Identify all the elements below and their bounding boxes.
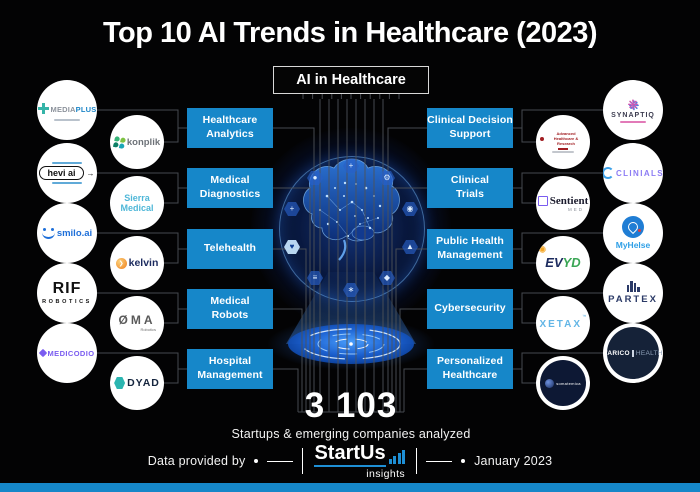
medical-cross-icon: +	[343, 159, 359, 173]
logo-myhelse: MyHelse	[603, 203, 663, 263]
logo-partex: PARTEX	[603, 263, 663, 323]
trend-box-hospital-management: Hospital Management	[187, 349, 273, 389]
teal-cross-icon	[37, 102, 49, 114]
tagline-bar	[54, 119, 80, 121]
brain-graphic	[303, 158, 400, 261]
dark-disc: VARICO HEALTH	[603, 327, 662, 379]
purple-diamond-icon	[38, 348, 47, 358]
gear-icon: ⚙	[379, 171, 395, 185]
purple-square-icon	[537, 195, 548, 206]
logo-advanced-healthcare-research: Advanced Healthcare & Research	[536, 115, 590, 169]
trend-box-healthcare-analytics: Healthcare Analytics	[187, 108, 273, 148]
hex-glyph: ●	[312, 173, 318, 182]
divider-bar	[302, 448, 304, 474]
badge-label: AI in Healthcare	[296, 72, 406, 88]
logo-varico-health: VARICO HEALTH	[603, 323, 663, 383]
brand-sub-wordmark: insights	[366, 467, 406, 480]
hex-glyph: ▲	[406, 242, 414, 251]
dotted-globe-icon	[545, 378, 555, 388]
bar-cube-icon	[626, 281, 640, 292]
stats-block: 3 103 Startups & emerging companies anal…	[176, 388, 526, 441]
center-badge: AI in Healthcare	[273, 66, 429, 94]
pink-tagline-bar	[620, 120, 646, 123]
startus-insights-logo: StartUs insights	[314, 443, 406, 480]
hex-glyph: ⚙	[383, 173, 391, 182]
teal-hexagon-icon	[114, 377, 126, 389]
hex-glyph: ♥	[289, 242, 295, 251]
list-icon: ≡	[307, 271, 323, 285]
logo-sentient-med: Sentient MED	[536, 176, 590, 230]
footer: Data provided by StartUs insights Januar…	[0, 443, 700, 480]
hex-glyph: +	[289, 204, 295, 213]
logo-sierra-medical: Sierra Medical	[110, 176, 164, 230]
target-icon: ◉	[402, 202, 418, 216]
star-flower-icon: ❋	[627, 96, 639, 112]
heart-icon: ♥	[284, 240, 300, 254]
trend-box-personalized-healthcare: Personalized Healthcare	[427, 349, 513, 389]
orange-play-icon: ❯	[115, 257, 127, 269]
divider-line	[267, 460, 294, 462]
divider-line	[426, 460, 453, 462]
triangle-icon: ▲	[402, 240, 418, 254]
footer-prefix: Data provided by	[147, 454, 246, 468]
logo-somatemica: somatemica	[536, 356, 590, 410]
logo-clinials: CLINIALS	[603, 143, 663, 203]
pinwheel-icon	[112, 135, 126, 149]
sunburst-icon: ✺	[538, 245, 547, 256]
bar-chart-icon	[388, 449, 406, 464]
logo-xetax: XETAX™	[536, 296, 590, 350]
trend-box-clinical-decision-support: Clinical Decision Support	[427, 108, 513, 148]
red-figure-icon	[540, 136, 544, 141]
logo-smilo-ai: smilo.ai	[37, 203, 97, 263]
bullet-icon	[461, 459, 466, 463]
logo-hevi-ai: hevi ai →	[37, 143, 97, 203]
logo-rif-robotics: RIF ROBOTICS	[37, 263, 97, 323]
small-square-icon	[631, 349, 634, 357]
trend-box-cybersecurity: Cybersecurity	[427, 289, 513, 329]
blue-c-ring-icon	[603, 167, 614, 179]
water-drop-icon	[622, 216, 644, 238]
asterisk-icon: ∗	[343, 283, 359, 297]
logo-evyd: ✺ EVYD	[536, 236, 590, 290]
hex-glyph: ∗	[347, 285, 355, 294]
startup-count: 3 103	[304, 386, 398, 425]
logo-konplik: konplik	[110, 115, 164, 169]
arrow-icon: →	[86, 168, 95, 178]
accent-bar	[52, 162, 82, 164]
hex-glyph: ◆	[383, 273, 391, 282]
logo-kelvin: ❯ kelvin	[110, 236, 164, 290]
logo-medicodio: MEDICODIO	[37, 323, 97, 383]
trend-box-medical-diagnostics: Medical Diagnostics	[187, 168, 273, 208]
tagline-bar	[552, 151, 574, 154]
bottom-accent-strip	[0, 483, 700, 492]
footer-date: January 2023	[474, 454, 553, 468]
diamond-icon: ◆	[379, 271, 395, 285]
hex-glyph: +	[348, 161, 354, 170]
startup-count-caption: Startups & emerging companies analyzed	[231, 427, 471, 441]
brand-wordmark: StartUs	[314, 443, 386, 467]
logo-synaptiq: ❋ SYNAPTIQ	[603, 80, 663, 140]
cross-icon: +	[284, 202, 300, 216]
hex-glyph: ◉	[406, 204, 414, 213]
logo-dyad: DYAD	[110, 356, 164, 410]
trend-box-clinical-trials: Clinical Trials	[427, 168, 513, 208]
dot-icon: ●	[307, 171, 323, 185]
smile-dots-icon	[41, 227, 55, 239]
hex-glyph: ≡	[312, 273, 318, 282]
page-title: Top 10 AI Trends in Healthcare (2023)	[103, 17, 598, 49]
red-rule	[558, 148, 568, 150]
logo-mediaplus: MEDIAPLUS	[37, 80, 97, 140]
divider-bar	[416, 448, 418, 474]
trend-box-public-health-management: Public Health Management	[427, 229, 513, 269]
bullet-icon	[254, 459, 259, 463]
accent-bar	[52, 182, 82, 184]
logo-oma-robotics: ØMA Robotics	[110, 296, 164, 350]
trend-box-telehealth: Telehealth	[187, 229, 273, 269]
trend-box-medical-robots: Medical Robots	[187, 289, 273, 329]
dark-disc: somatemica	[540, 360, 586, 406]
